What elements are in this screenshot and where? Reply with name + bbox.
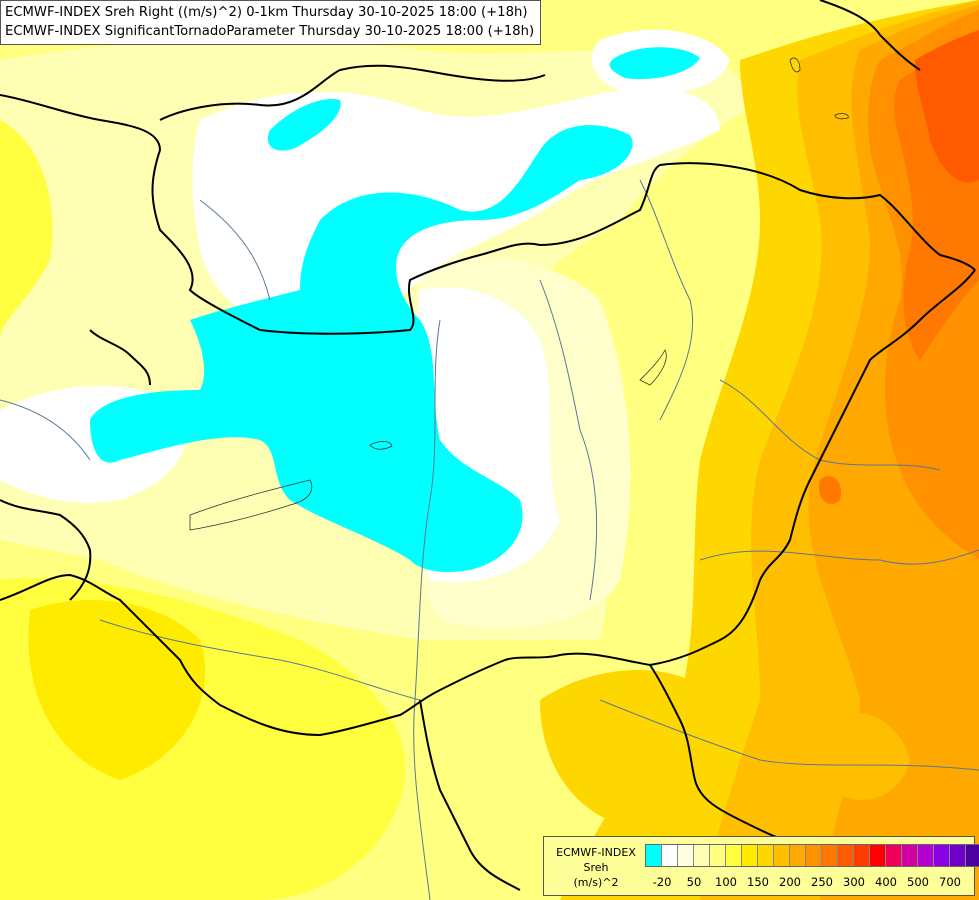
legend-swatch xyxy=(870,845,886,866)
legend-swatch xyxy=(918,845,934,866)
legend-swatch xyxy=(966,845,979,866)
legend-tick-label: 400 xyxy=(875,875,897,889)
contour-cyan-main xyxy=(90,125,633,572)
legend-tick-label: -20 xyxy=(652,875,672,889)
legend-swatch xyxy=(950,845,966,866)
contour-red-spot-ne xyxy=(915,30,979,183)
river-8 xyxy=(199,199,271,301)
legend-swatch xyxy=(822,845,838,866)
map-title-line-1: ECMWF-INDEX Sreh Right ((m/s)^2) 0-1km T… xyxy=(5,5,528,20)
border-southeast xyxy=(649,664,801,846)
legend-title: ECMWF-INDEX xyxy=(556,846,636,859)
legend-swatch xyxy=(854,845,870,866)
legend-tick-label: 200 xyxy=(779,875,801,889)
region-border-2 xyxy=(369,440,393,450)
river-2 xyxy=(539,279,598,601)
color-legend: ECMWF-INDEX Sreh (m/s)^2 -20 50 100 150 200 2… xyxy=(543,836,979,896)
contour-cyan-north-left xyxy=(267,99,341,151)
border-east xyxy=(649,269,976,666)
legend-swatch xyxy=(774,845,790,866)
map-title-box: ECMWF-INDEX Sreh Right ((m/s)^2) 0-1km T… xyxy=(0,0,542,45)
contour-red-spot-e xyxy=(819,476,841,504)
river-5 xyxy=(599,699,979,771)
legend-swatch xyxy=(934,845,950,866)
border-north xyxy=(0,94,976,335)
legend-tick-label: 300 xyxy=(843,875,865,889)
legend-tick-label: 700 xyxy=(939,875,961,889)
border-south-inner xyxy=(419,699,521,891)
region-border-3 xyxy=(639,349,667,386)
legend-swatch xyxy=(902,845,918,866)
river-9 xyxy=(0,399,91,461)
river-1 xyxy=(413,319,441,900)
contour-gold-sw xyxy=(28,600,206,780)
river-3 xyxy=(639,179,694,421)
regional-borders xyxy=(189,57,849,531)
river-4 xyxy=(699,549,979,565)
legend-swatch xyxy=(694,845,710,866)
border-ne xyxy=(819,0,921,71)
legend-swatch xyxy=(790,845,806,866)
legend-swatch xyxy=(742,845,758,866)
legend-color-bar xyxy=(645,844,979,867)
contour-cyan-ne xyxy=(609,47,700,80)
legend-tick-label: 100 xyxy=(715,875,737,889)
legend-swatch xyxy=(758,845,774,866)
legend-tick-label: 150 xyxy=(747,875,769,889)
legend-swatch xyxy=(838,845,854,866)
legend-swatch xyxy=(646,845,662,866)
legend-variable: Sreh xyxy=(583,861,609,874)
contour-orange-south xyxy=(540,670,726,830)
contour-orange-se xyxy=(815,712,910,800)
legend-swatch xyxy=(710,845,726,866)
border-south xyxy=(0,573,651,737)
legend-unit: (m/s)^2 xyxy=(573,876,619,889)
region-border-4 xyxy=(789,57,801,73)
legend-swatch xyxy=(662,845,678,866)
legend-swatch xyxy=(678,845,694,866)
legend-swatch xyxy=(886,845,902,866)
legend-swatch xyxy=(806,845,822,866)
border-north-2 xyxy=(159,64,546,121)
rivers xyxy=(0,179,979,900)
region-border-5 xyxy=(834,113,849,120)
border-west-2 xyxy=(89,329,151,386)
border-west xyxy=(0,499,92,601)
river-6 xyxy=(99,619,421,701)
legend-tick-label: 500 xyxy=(907,875,929,889)
map-title-line-2: ECMWF-INDEX SignificantTornadoParameter … xyxy=(5,24,535,39)
contour-yellow-west xyxy=(0,120,53,340)
legend-label: ECMWF-INDEX Sreh (m/s)^2 xyxy=(550,845,642,890)
region-border-1 xyxy=(189,479,313,531)
legend-tick-label: 250 xyxy=(811,875,833,889)
legend-tick-label: 50 xyxy=(686,875,702,889)
legend-swatch xyxy=(726,845,742,866)
legend-ticks: -20 50 100 150 200 250 300 400 500 700 xyxy=(645,874,971,890)
